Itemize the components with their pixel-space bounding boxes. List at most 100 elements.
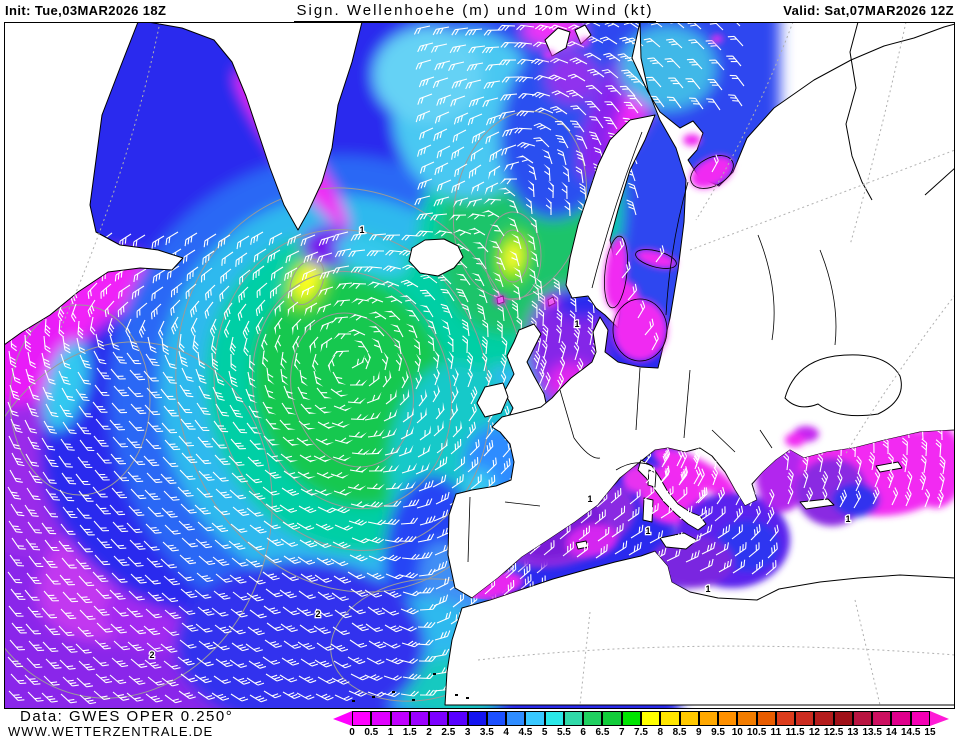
legend-box [409,711,430,726]
legend-box [795,711,815,726]
legend-box [660,711,680,726]
legend-tick: 10.5 [746,727,767,738]
legend-tick: 14.5 [900,727,921,738]
contour-label: 1 [645,526,650,536]
legend-box [429,711,449,726]
greenland-landmass [147,21,363,231]
map-title: Sign. Wellenhoehe (m) und 10m Wind (kt) [294,2,656,22]
graticule-layer [59,21,956,706]
contour-label: 1 [587,494,592,504]
map-border [4,22,955,709]
legend-box [371,711,391,726]
legend-box [852,711,873,726]
legend-tick: 15 [924,727,936,738]
legend-tick: 5.5 [556,727,571,738]
contour-label: 1 [845,514,850,524]
legend-box [737,711,757,726]
contour-label: 1 [574,319,579,329]
legend-box [486,711,507,726]
contour-label: 2 [315,609,320,619]
map-title-wrap: Sign. Wellenhoehe (m) und 10m Wind (kt) [225,2,725,22]
legend-tick: 9.5 [711,727,725,738]
legend-box [602,711,622,726]
svalbard-2-landmass [574,24,592,45]
website-label: WWW.WETTERZENTRALE.DE [8,724,214,739]
contour-label: 1 [359,225,364,235]
legend-tick: 6 [580,727,586,738]
legend-tick: 9 [696,727,702,738]
legend-tick: 4.5 [518,727,533,738]
inland-seas-layer [493,35,819,447]
valid-time-label: Valid: Sat,07MAR2026 12Z [783,3,954,18]
legend-tick: 4 [503,727,509,738]
map-frame [4,22,955,709]
legend-tick: 11 [770,727,782,738]
legend-tick: 12.5 [823,727,844,738]
legend-tick: 7.5 [634,727,648,738]
legend-tick: 2.5 [441,727,456,738]
legend-box [679,711,699,726]
legend-tick: 8 [657,727,664,738]
sardinia-island [642,497,654,523]
cyprus-island [875,461,903,473]
contour-label: 2 [149,650,154,660]
africa-landmass [444,550,956,706]
contour-labels-layer: 2 2 1 1 1 1 1 1 [148,224,852,662]
legend-box [563,711,584,726]
legend-box [544,711,564,726]
legend-tick: 0.5 [364,727,379,738]
legend-box [756,711,776,726]
legend-tick: 13 [847,727,859,738]
legend-tick: 12 [808,727,820,738]
legend-box [640,711,661,726]
contour-label: 1 [705,584,710,594]
legend-tick: 2 [426,727,432,738]
mallorca-island [575,540,589,550]
legend-tick: 3.5 [479,727,494,738]
legend-box [872,711,892,726]
country-borders-layer [467,131,837,563]
legend-box [583,711,603,726]
legend-left-arrow [333,711,352,726]
legend-box [448,711,468,726]
extra-coastlines-layer [352,21,956,702]
sicily-island [659,532,698,550]
legend-box [621,711,641,726]
legend-tick: 7 [618,727,625,738]
legend-bar [333,711,949,726]
legend-tick: 1.5 [402,727,417,738]
black-sea-outline [784,354,902,417]
legend-tick: 8.5 [672,727,687,738]
legend-box [467,711,487,726]
legend-tick: 6.5 [595,727,610,738]
legend-box [814,711,834,726]
legend-tick: 3 [464,727,471,738]
legend-box [833,711,853,726]
legend-box [352,711,372,726]
legend-tick: 11.5 [785,727,805,738]
iceland-landmass [408,238,464,277]
legend-tick: 5 [541,727,548,738]
legend-box [891,711,911,726]
data-source-label: Data: GWES OPER 0.250° [20,708,234,725]
wave-field-layer [4,22,780,709]
land-layer [3,21,956,706]
legend-tick: 0 [349,727,355,738]
weather-map: 2 2 1 1 1 1 1 1 [3,21,956,709]
legend-tick: 14 [885,727,897,738]
ireland-landmass [476,382,509,418]
legend-tick: 13.5 [862,727,882,738]
legend-box [775,711,796,726]
legend-tick: 1 [387,727,394,738]
map-area: 2 2 1 1 1 1 1 1 [3,21,956,709]
legend-right-arrow [929,711,949,726]
legend-box [698,711,719,726]
legend-box [525,711,545,726]
legend-box [910,711,930,726]
canada-landmass [3,21,184,346]
legend-ticks: 0 0.5 1 1.5 2 2.5 3 3.5 4 4.5 5 5.5 6 6.5 7 7.5 8 8.5 9 9.5… [349,727,935,740]
med-islands-layer [575,459,903,550]
legend-tick: 10 [731,727,743,738]
legend-box [718,711,738,726]
